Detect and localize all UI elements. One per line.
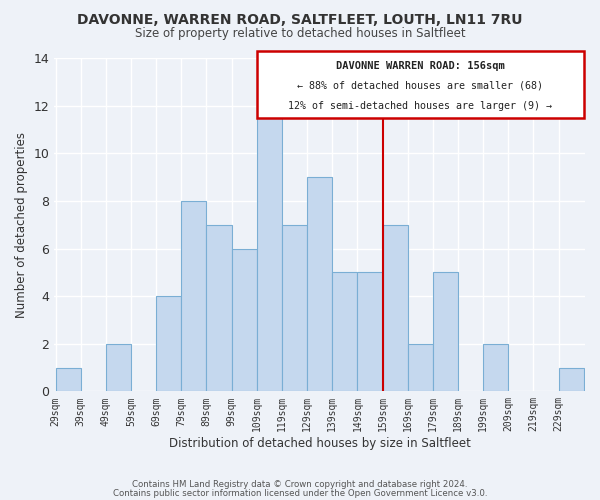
Bar (483, 344, 508, 392)
Bar (307, 177, 332, 392)
Text: 12% of semi-detached houses are larger (9) →: 12% of semi-detached houses are larger (… (288, 100, 552, 110)
Bar (156, 296, 181, 392)
X-axis label: Distribution of detached houses by size in Saltfleet: Distribution of detached houses by size … (169, 437, 470, 450)
Bar (358, 272, 383, 392)
Text: DAVONNE, WARREN ROAD, SALTFLEET, LOUTH, LN11 7RU: DAVONNE, WARREN ROAD, SALTFLEET, LOUTH, … (77, 12, 523, 26)
Bar (106, 344, 131, 392)
Bar (383, 225, 407, 392)
Bar (206, 225, 232, 392)
Bar (56, 368, 81, 392)
Text: Contains public sector information licensed under the Open Government Licence v3: Contains public sector information licen… (113, 488, 487, 498)
Bar (282, 225, 307, 392)
Bar (407, 344, 433, 392)
Text: Size of property relative to detached houses in Saltfleet: Size of property relative to detached ho… (134, 28, 466, 40)
Y-axis label: Number of detached properties: Number of detached properties (15, 132, 28, 318)
FancyBboxPatch shape (257, 51, 584, 118)
Text: ← 88% of detached houses are smaller (68): ← 88% of detached houses are smaller (68… (297, 81, 543, 91)
Bar (257, 106, 282, 392)
Bar (433, 272, 458, 392)
Bar (559, 368, 584, 392)
Bar (232, 248, 257, 392)
Bar (332, 272, 358, 392)
Bar (181, 201, 206, 392)
Text: DAVONNE WARREN ROAD: 156sqm: DAVONNE WARREN ROAD: 156sqm (336, 61, 505, 71)
Text: Contains HM Land Registry data © Crown copyright and database right 2024.: Contains HM Land Registry data © Crown c… (132, 480, 468, 489)
